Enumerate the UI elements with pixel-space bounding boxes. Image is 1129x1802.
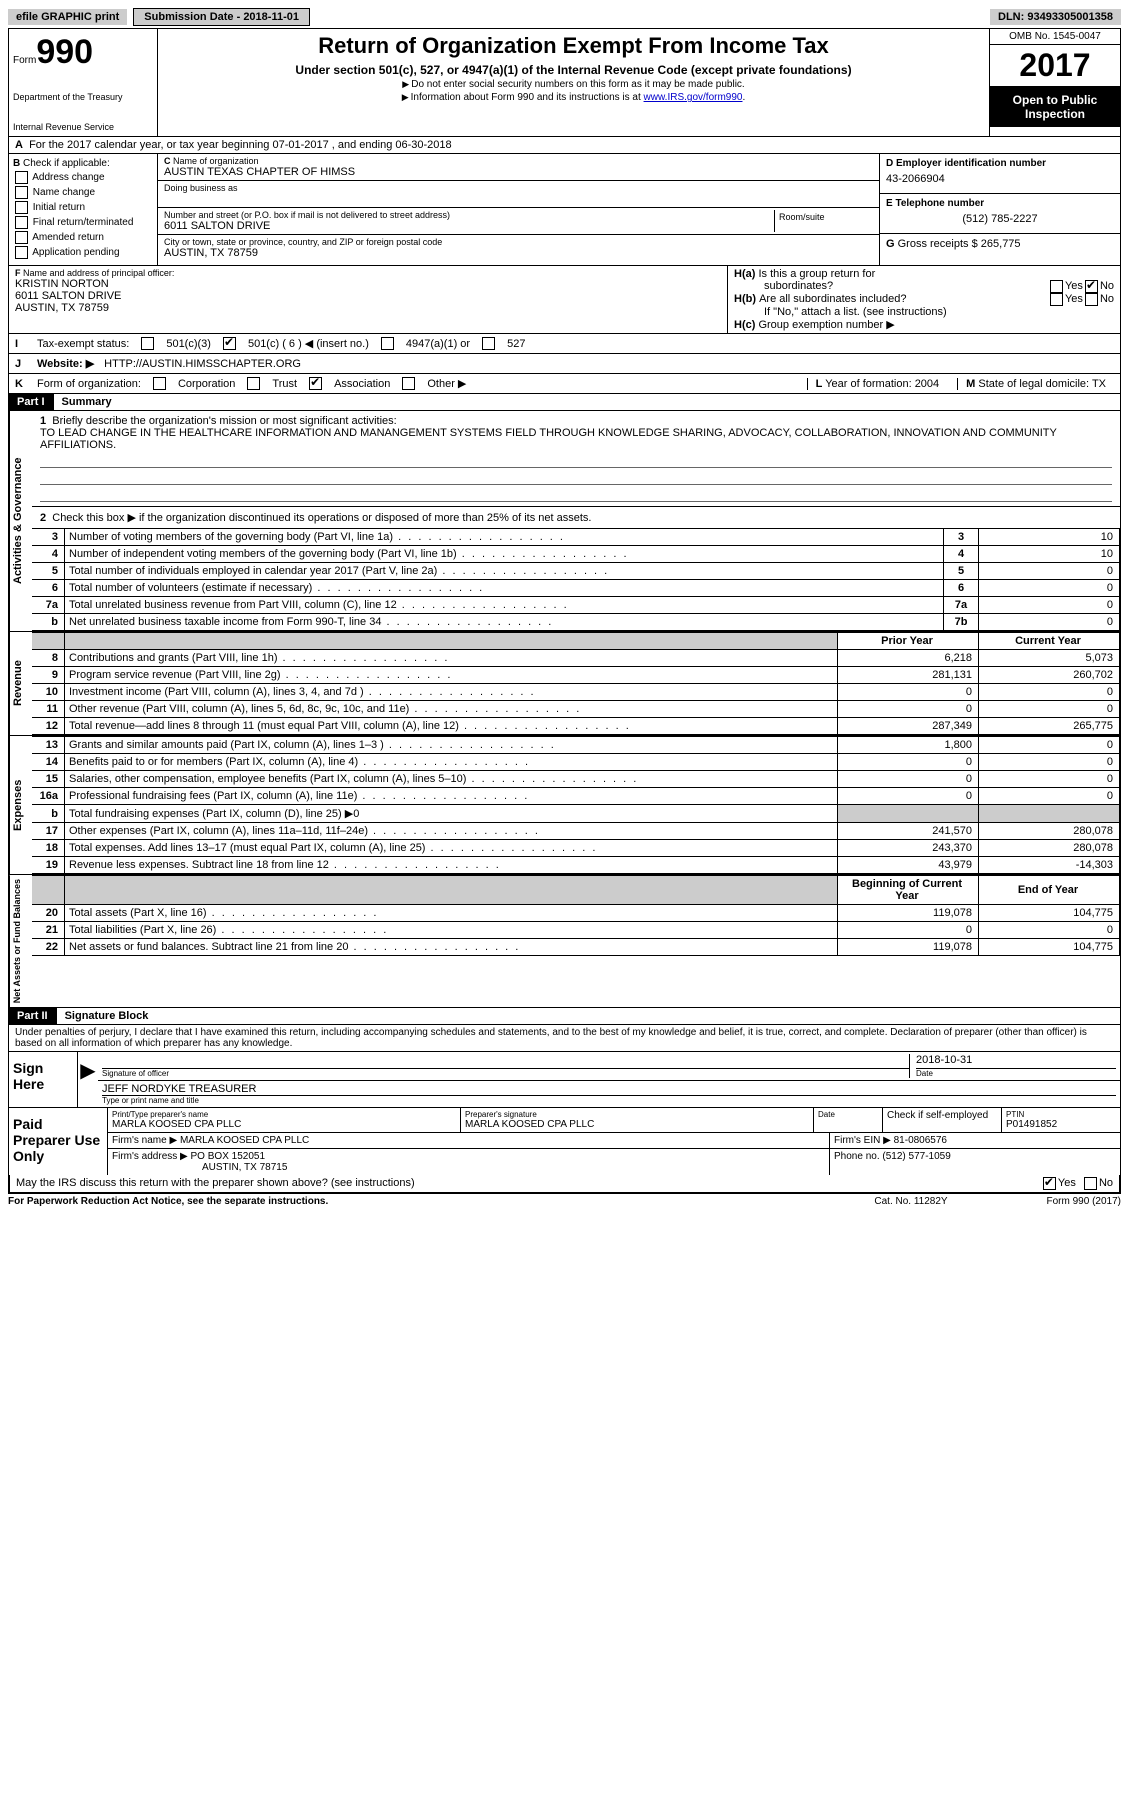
form-title: Return of Organization Exempt From Incom… [168, 33, 979, 59]
year-formation: 2004 [915, 378, 939, 390]
note-ssn: Do not enter social security numbers on … [411, 79, 744, 90]
chk-hb-no[interactable] [1085, 293, 1098, 306]
firm-name: MARLA KOOSED CPA PLLC [180, 1135, 309, 1146]
chk-discuss-yes[interactable] [1043, 1177, 1056, 1190]
officer-addr2: AUSTIN, TX 78759 [15, 302, 721, 314]
part2-title: Signature Block [56, 1008, 1120, 1024]
chk-application-pending[interactable] [15, 246, 28, 259]
firm-ein: 81-0806576 [894, 1135, 947, 1146]
ptin: P01491852 [1006, 1119, 1057, 1130]
submission-date: Submission Date - 2018-11-01 [133, 8, 310, 26]
officer-name: KRISTIN NORTON [15, 278, 721, 290]
cat-no: Cat. No. 11282Y [841, 1196, 981, 1207]
chk-other[interactable] [402, 377, 415, 390]
omb-number: OMB No. 1545-0047 [990, 29, 1120, 45]
note-info: Information about Form 990 and its instr… [411, 92, 644, 103]
chk-assoc[interactable] [309, 377, 322, 390]
street-address: 6011 SALTON DRIVE [164, 220, 774, 232]
chk-501c[interactable] [223, 337, 236, 350]
paid-preparer-label: Paid Preparer Use Only [9, 1108, 108, 1175]
preparer-name: MARLA KOOSED CPA PLLC [112, 1119, 241, 1130]
open-public-1: Open to Public [1013, 93, 1098, 107]
tax-year: 2017 [990, 45, 1120, 87]
chk-ha-no[interactable] [1085, 280, 1098, 293]
firm-phone: (512) 577-1059 [882, 1151, 950, 1162]
efile-label[interactable]: efile GRAPHIC print [8, 9, 127, 25]
city-state-zip: AUSTIN, TX 78759 [164, 247, 873, 259]
chk-ha-yes[interactable] [1050, 280, 1063, 293]
vlabel-governance: Activities & Governance [9, 411, 32, 631]
chk-hb-yes[interactable] [1050, 293, 1063, 306]
chk-527[interactable] [482, 337, 495, 350]
form-subtitle: Under section 501(c), 527, or 4947(a)(1)… [168, 63, 979, 77]
vlabel-revenue: Revenue [9, 632, 32, 735]
open-public-2: Inspection [1025, 107, 1085, 121]
discuss-question: May the IRS discuss this return with the… [16, 1177, 1041, 1190]
vlabel-expenses: Expenses [9, 736, 32, 874]
firm-addr1: PO BOX 152051 [191, 1151, 266, 1162]
gross-receipts: 265,775 [981, 238, 1021, 250]
part1-header: Part I [9, 394, 53, 410]
sig-date: 2018-10-31 [916, 1054, 1116, 1069]
row-a-tax-year: A For the 2017 calendar year, or tax yea… [8, 137, 1121, 154]
irs-link[interactable]: www.IRS.gov/form990 [644, 92, 743, 103]
paperwork-notice: For Paperwork Reduction Act Notice, see … [8, 1196, 841, 1207]
ein-value: 43-2066904 [886, 169, 1114, 189]
tax-exempt-row: I Tax-exempt status: 501(c)(3) 501(c) ( … [8, 334, 1121, 354]
chk-address-change[interactable] [15, 171, 28, 184]
dept-treasury: Department of the Treasury [13, 92, 153, 102]
mission-text: TO LEAD CHANGE IN THE HEALTHCARE INFORMA… [40, 427, 1057, 451]
city-label: City or town, state or province, country… [164, 237, 873, 247]
form-header: Form990 Department of the Treasury Inter… [8, 28, 1121, 137]
netassets-table: Beginning of Current YearEnd of Year20To… [32, 875, 1120, 956]
org-name: AUSTIN TEXAS CHAPTER OF HIMSS [164, 166, 873, 178]
chk-corp[interactable] [153, 377, 166, 390]
chk-501c3[interactable] [141, 337, 154, 350]
declaration-text: Under penalties of perjury, I declare th… [9, 1025, 1120, 1051]
firm-addr2: AUSTIN, TX 78715 [112, 1162, 287, 1173]
form-number: 990 [36, 33, 93, 71]
telephone-value: (512) 785-2227 [886, 209, 1114, 229]
section-b: B Check if applicable: Address change Na… [8, 154, 1121, 266]
officer-addr1: 6011 SALTON DRIVE [15, 290, 721, 302]
street-label: Number and street (or P.O. box if mail i… [164, 210, 774, 220]
room-suite-label: Room/suite [774, 210, 873, 232]
dln-label: DLN: 93493305001358 [990, 9, 1121, 25]
section-fh: F Name and address of principal officer:… [8, 266, 1121, 334]
chk-initial-return[interactable] [15, 201, 28, 214]
dba-label: Doing business as [164, 183, 873, 193]
website-row: J Website: ▶ HTTP://AUSTIN.HIMSSCHAPTER.… [8, 354, 1121, 374]
state-domicile: TX [1092, 378, 1106, 390]
part1-title: Summary [53, 394, 1120, 410]
topbar: efile GRAPHIC print Submission Date - 20… [8, 8, 1121, 26]
officer-printed-name: JEFF NORDYKE TREASURER [102, 1083, 1116, 1096]
check-applicable-label: Check if applicable: [23, 158, 110, 169]
chk-name-change[interactable] [15, 186, 28, 199]
revenue-table: Prior YearCurrent Year8Contributions and… [32, 632, 1120, 735]
preparer-sig: MARLA KOOSED CPA PLLC [465, 1119, 594, 1130]
sign-arrow-icon: ▶ [78, 1052, 98, 1107]
form-footer: Form 990 (2017) [981, 1196, 1121, 1207]
dept-irs: Internal Revenue Service [13, 122, 153, 132]
chk-trust[interactable] [247, 377, 260, 390]
part2-header: Part II [9, 1008, 56, 1024]
chk-4947[interactable] [381, 337, 394, 350]
chk-amended[interactable] [15, 231, 28, 244]
form-org-row: K Form of organization: Corporation Trus… [8, 374, 1121, 394]
expenses-table: 13Grants and similar amounts paid (Part … [32, 736, 1120, 874]
governance-table: 3Number of voting members of the governi… [32, 528, 1120, 631]
website-url: HTTP://AUSTIN.HIMSSCHAPTER.ORG [104, 358, 301, 370]
sign-here-label: Sign Here [9, 1052, 78, 1107]
vlabel-netassets: Net Assets or Fund Balances [9, 875, 32, 1007]
chk-discuss-no[interactable] [1084, 1177, 1097, 1190]
form-label: Form [13, 55, 36, 66]
chk-final-return[interactable] [15, 216, 28, 229]
